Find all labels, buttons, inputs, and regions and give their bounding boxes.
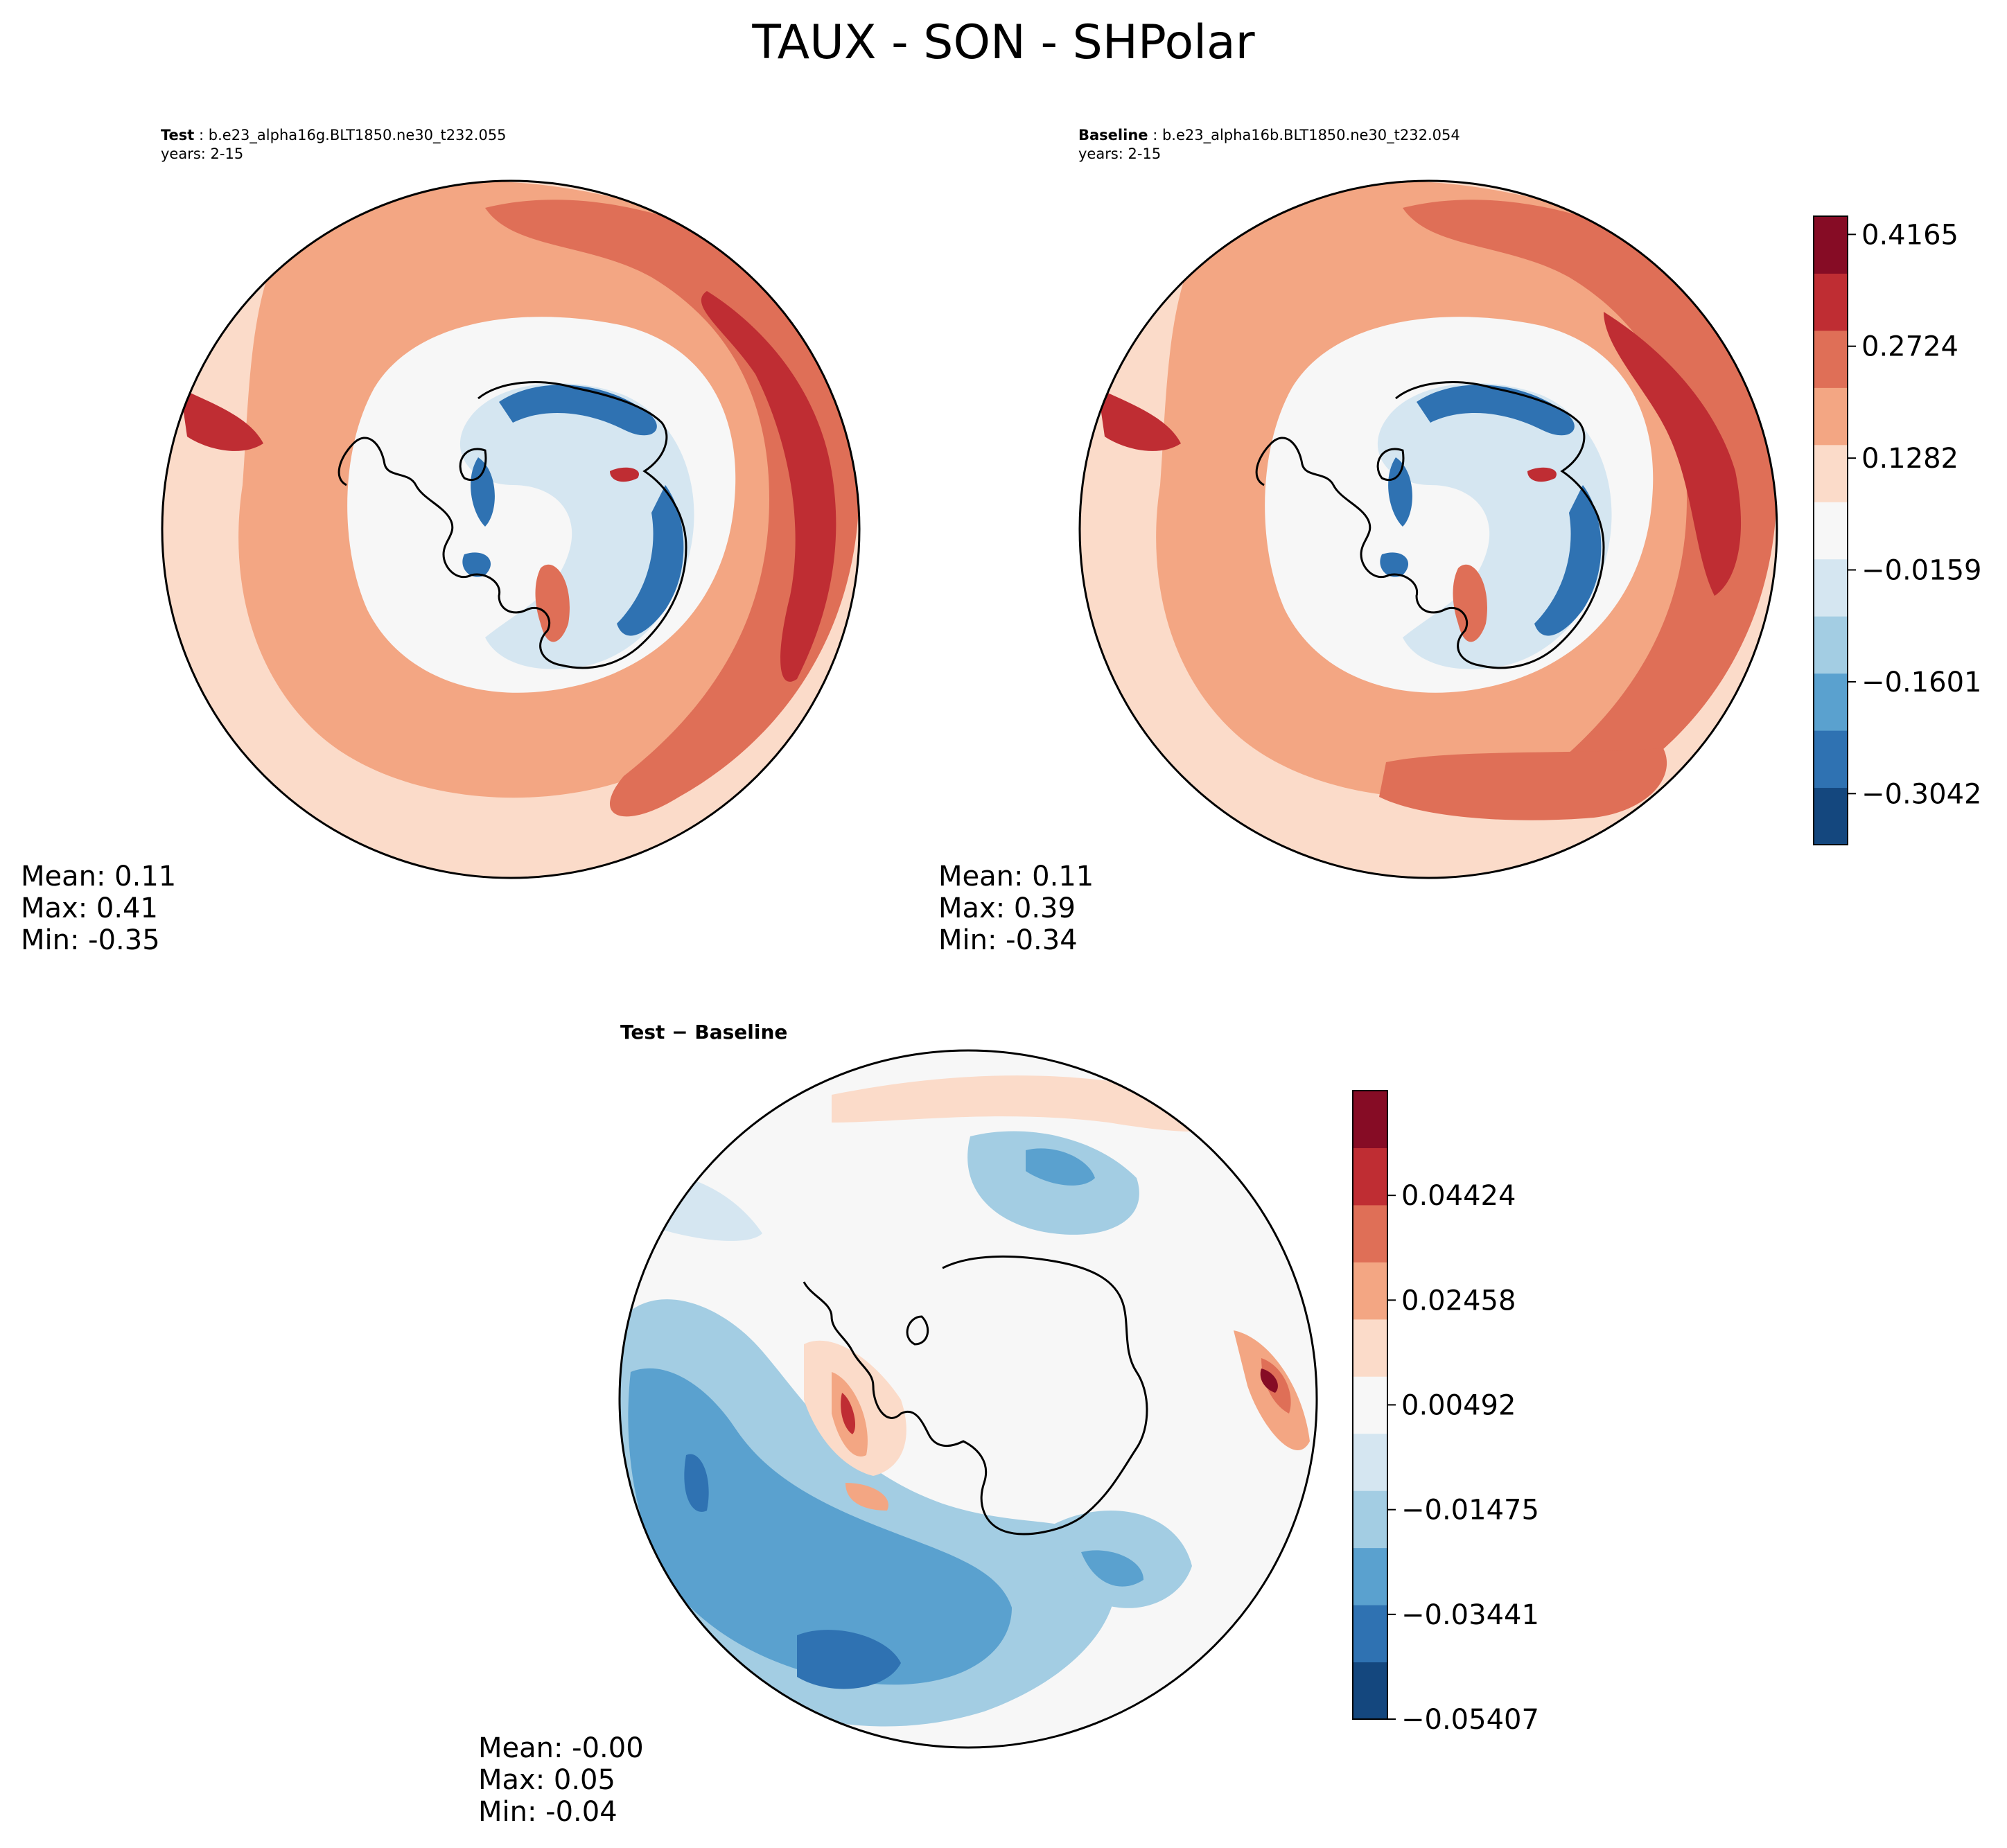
colorbar-swatch <box>1814 387 1848 446</box>
test-coastline <box>338 381 687 669</box>
colorbar-tick-label: −0.03441 <box>1401 1599 1539 1631</box>
test-label: Test <box>161 127 195 143</box>
baseline-field-ring-red <box>1403 200 1777 817</box>
colorbar-tick-label: −0.01475 <box>1401 1495 1539 1526</box>
colorbar-swatch <box>1814 787 1848 845</box>
baseline-label: Baseline <box>1078 127 1148 143</box>
diff-title: Test − Baseline <box>620 1021 788 1044</box>
test-mean: Mean: 0.11 <box>21 861 177 892</box>
test-map-border <box>161 179 861 879</box>
colorbar-swatch <box>1814 273 1848 331</box>
test-case: b.e23_alpha16g.BLT1850.ne30_t232.055 <box>208 127 507 143</box>
figure-title: TAUX - SON - SHPolar <box>752 15 1255 70</box>
colorbar-swatch <box>1353 1319 1387 1377</box>
colorbar-tick-label: 0.4165 <box>1861 219 1958 251</box>
test-field-band-darkred <box>701 291 836 682</box>
colorbar-tick-label: 0.2724 <box>1861 331 1958 363</box>
colorbar-swatch <box>1353 1547 1387 1605</box>
colorbar-swatch <box>1814 558 1848 617</box>
colorbar-tick-label: −0.1601 <box>1861 667 1981 698</box>
baseline-coastline <box>1255 381 1605 669</box>
colorbar-swatch <box>1814 616 1848 674</box>
test-field-lightblue <box>459 383 694 669</box>
colorbar-swatch <box>1353 1091 1387 1148</box>
baseline-stats: Mean: 0.11 Max: 0.39 Min: -0.34 <box>938 861 1094 956</box>
diff-field-darkblue <box>684 1454 901 1689</box>
baseline-field-band-darkred <box>1604 312 1742 596</box>
diff-min: Min: -0.04 <box>478 1796 617 1828</box>
baseline-case: b.e23_alpha16b.BLT1850.ne30_t232.054 <box>1162 127 1460 143</box>
baseline-min: Min: -0.34 <box>938 924 1078 956</box>
colorbar-swatch <box>1814 444 1848 502</box>
colorbar-swatch <box>1353 1376 1387 1434</box>
baseline-max: Max: 0.39 <box>938 892 1076 924</box>
test-field-blue <box>462 385 684 636</box>
baseline-field-lightblue <box>1377 383 1612 669</box>
colorbar-swatch <box>1814 673 1848 731</box>
baseline-header: Baseline : b.e23_alpha16b.BLT1850.ne30_t… <box>1078 127 1460 162</box>
baseline-map-border <box>1078 179 1778 879</box>
colorbar-swatch <box>1814 502 1848 560</box>
colorbar-tick-label: −0.3042 <box>1861 778 1981 810</box>
baseline-map <box>1078 179 1778 879</box>
diff-mean: Mean: -0.00 <box>478 1732 644 1764</box>
colorbar-tick-label: −0.05407 <box>1401 1704 1539 1736</box>
colorbar-swatch <box>1353 1147 1387 1206</box>
colorbar-tick-label: −0.0159 <box>1861 554 1981 586</box>
test-max: Max: 0.41 <box>21 892 158 924</box>
baseline-years: years: 2-15 <box>1078 146 1162 162</box>
diff-map <box>618 1049 1318 1749</box>
colorbar-tick-label: 0.00492 <box>1401 1389 1516 1421</box>
test-field-peninsula-red <box>535 564 570 642</box>
colorbar-frame <box>1813 215 1848 845</box>
diff-field-blue <box>628 1368 1012 1685</box>
diff-stats: Mean: -0.00 Max: 0.05 Min: -0.04 <box>478 1732 644 1828</box>
colorbar-diff: 0.04424 0.02458 0.00492 −0.01475 −0.03441 −0.… <box>1352 1090 1539 1736</box>
test-stats: Mean: 0.11 Max: 0.41 Min: -0.35 <box>21 861 176 956</box>
colorbar-tick-label: 0.1282 <box>1861 443 1958 475</box>
colorbar-swatch <box>1353 1605 1387 1663</box>
diff-max: Max: 0.05 <box>478 1764 615 1796</box>
test-years: years: 2-15 <box>161 146 244 162</box>
colorbar-swatch <box>1353 1262 1387 1320</box>
colorbar-top: 0.4165 0.2724 0.1282 −0.0159 −0.1601 −0.3042 <box>1813 215 1981 845</box>
colorbar-swatch <box>1814 216 1848 274</box>
colorbar-swatch <box>1814 730 1848 789</box>
colorbar-swatch <box>1353 1433 1387 1491</box>
baseline-field-blue <box>1380 385 1602 636</box>
baseline-mean: Mean: 0.11 <box>938 861 1094 892</box>
colorbar-tick-label: 0.02458 <box>1401 1285 1516 1317</box>
test-map <box>161 179 861 879</box>
diff-map-border <box>618 1049 1318 1749</box>
colorbar-tick-label: 0.04424 <box>1401 1180 1516 1212</box>
test-header: Test : b.e23_alpha16g.BLT1850.ne30_t232.… <box>161 127 507 162</box>
test-min: Min: -0.35 <box>21 924 160 956</box>
colorbar-swatch <box>1353 1662 1387 1720</box>
colorbar-swatch <box>1353 1204 1387 1262</box>
diff-coastline <box>803 1255 1148 1535</box>
colorbar-swatch <box>1814 330 1848 388</box>
colorbar-swatch <box>1353 1490 1387 1549</box>
